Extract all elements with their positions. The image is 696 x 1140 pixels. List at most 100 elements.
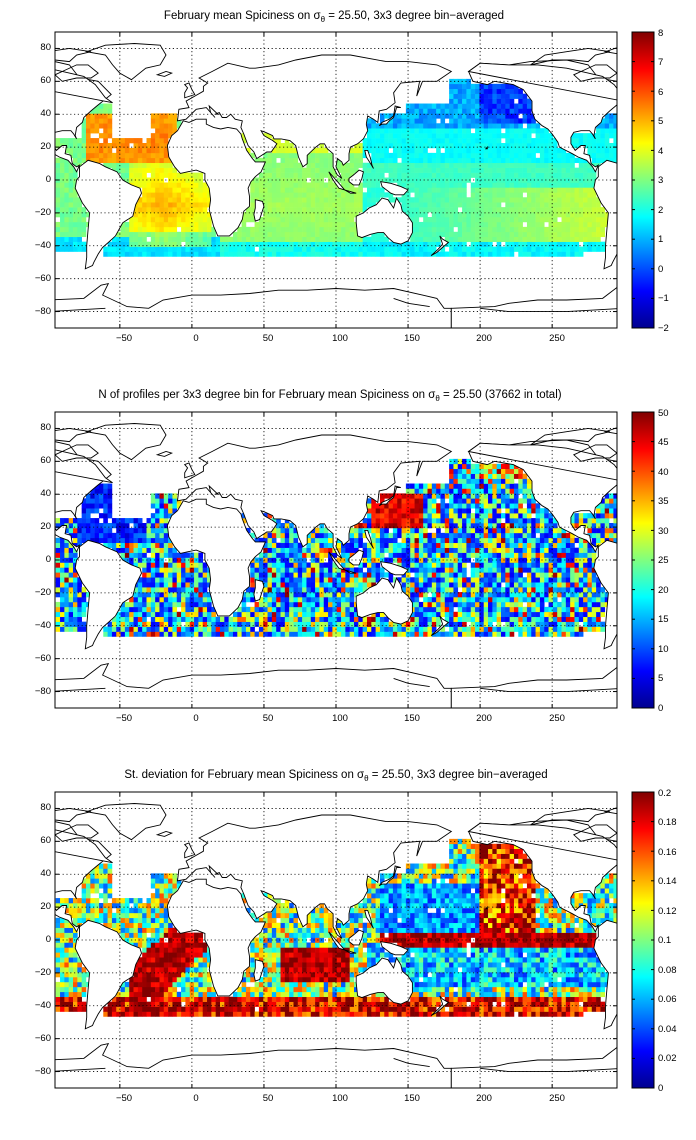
heatmap-cell — [388, 177, 394, 183]
land-polygon — [55, 282, 452, 328]
heatmap-cell — [544, 157, 549, 164]
heatmap-cell — [90, 143, 95, 149]
heatmap-cell — [263, 202, 268, 208]
heatmap-cell — [150, 616, 156, 622]
heatmap-cell — [354, 236, 359, 242]
heatmap-cell — [366, 138, 372, 144]
heatmap-cell — [539, 128, 545, 134]
heatmap-cell — [449, 572, 454, 578]
heatmap-cell — [418, 207, 424, 213]
heatmap-cell — [578, 138, 584, 144]
heatmap-cell — [267, 582, 273, 588]
heatmap-cell — [289, 567, 294, 573]
heatmap-cell — [505, 162, 510, 168]
heatmap-cell — [488, 616, 493, 622]
heatmap-cell — [211, 236, 216, 242]
heatmap-cell — [375, 192, 381, 198]
heatmap-cell — [276, 601, 281, 608]
heatmap-cell — [276, 231, 281, 238]
heatmap-cell — [94, 537, 100, 544]
heatmap-cell — [159, 147, 165, 154]
heatmap-cell — [436, 143, 441, 149]
heatmap-cell — [168, 508, 173, 514]
heatmap-cell — [297, 182, 303, 188]
heatmap-cell — [552, 202, 558, 208]
heatmap-cell — [271, 562, 277, 568]
heatmap-cell — [341, 547, 346, 553]
heatmap-cell — [328, 582, 333, 588]
heatmap-cell — [526, 118, 532, 124]
heatmap-cell — [111, 616, 117, 622]
heatmap-cell — [297, 547, 303, 553]
heatmap-cell — [591, 246, 597, 252]
heatmap-cell — [453, 498, 459, 504]
heatmap-cell — [159, 547, 165, 553]
heatmap-cell — [168, 592, 173, 598]
heatmap-cell — [457, 518, 463, 524]
heatmap-cell — [73, 592, 78, 598]
heatmap-cell — [470, 197, 476, 203]
heatmap-cell — [328, 236, 333, 242]
heatmap-cell — [297, 557, 303, 563]
heatmap-cell — [85, 527, 91, 534]
heatmap-cell — [232, 251, 238, 257]
heatmap-cell — [263, 513, 268, 519]
heatmap-cell — [552, 241, 558, 247]
heatmap-cell — [168, 133, 173, 139]
heatmap-cell — [263, 172, 268, 178]
heatmap-cell — [232, 616, 238, 622]
heatmap-cell — [371, 236, 376, 242]
heatmap-cell — [401, 532, 407, 539]
heatmap-cell — [371, 147, 376, 154]
heatmap-cell — [462, 508, 467, 514]
heatmap-cell — [194, 606, 199, 613]
heatmap-cell — [172, 226, 178, 233]
heatmap-cell — [107, 251, 113, 257]
heatmap-cell — [397, 626, 402, 632]
heatmap-cell — [418, 542, 424, 548]
heatmap-cell — [488, 138, 493, 144]
heatmap-cell — [375, 577, 381, 583]
heatmap-cell — [163, 236, 169, 242]
heatmap-cell — [505, 182, 510, 188]
heatmap-cell — [60, 542, 65, 548]
heatmap-cell — [241, 246, 247, 252]
heatmap-cell — [375, 621, 381, 627]
heatmap-cell — [427, 562, 433, 568]
heatmap-cell — [116, 611, 121, 618]
heatmap-cell — [276, 582, 281, 588]
heatmap-cell — [120, 537, 126, 544]
heatmap-cell — [375, 236, 381, 242]
heatmap-cell — [250, 226, 255, 233]
heatmap-cell — [570, 221, 575, 228]
heatmap-cell — [73, 616, 78, 622]
heatmap-cell — [410, 498, 415, 504]
heatmap-cell — [470, 246, 476, 252]
heatmap-cell — [345, 542, 350, 548]
heatmap-cell — [68, 601, 74, 608]
heatmap-cell — [362, 587, 368, 593]
heatmap-cell — [263, 133, 268, 139]
heatmap-cell — [120, 147, 126, 154]
heatmap-cell — [414, 192, 420, 198]
heatmap-cell — [362, 626, 368, 632]
heatmap-cell — [475, 606, 480, 613]
heatmap-cell — [163, 601, 169, 608]
heatmap-cell — [258, 197, 264, 203]
heatmap-cell — [578, 207, 584, 213]
heatmap-cell — [185, 217, 191, 223]
heatmap-cell — [436, 152, 441, 159]
heatmap-cell — [181, 582, 186, 588]
heatmap-cell — [68, 241, 74, 247]
heatmap-cell — [185, 251, 191, 257]
heatmap-cell — [418, 133, 424, 139]
heatmap-cell — [349, 592, 355, 598]
heatmap-cell — [509, 128, 515, 134]
heatmap-cell — [211, 626, 216, 632]
heatmap-cell — [241, 616, 247, 622]
heatmap-cell — [397, 542, 402, 548]
heatmap-cell — [414, 103, 420, 109]
heatmap-cell — [466, 147, 472, 154]
heatmap-cell — [513, 246, 519, 252]
heatmap-cell — [85, 513, 91, 519]
